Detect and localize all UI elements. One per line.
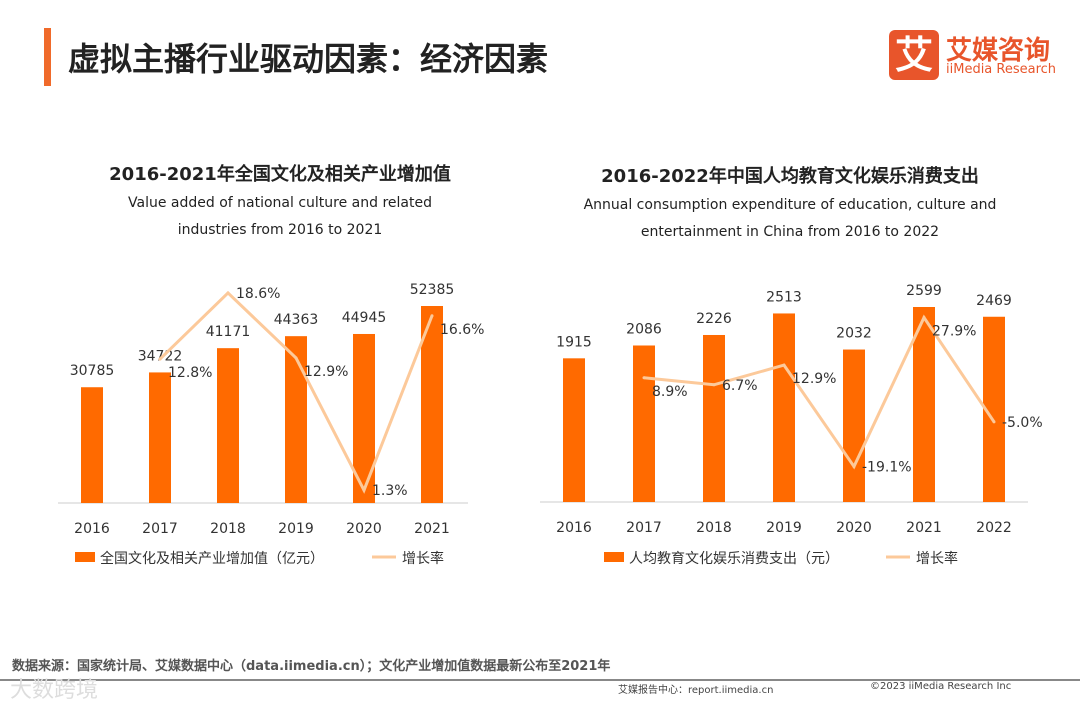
chart2-subtitle-line2: entertainment in China from 2016 to 2022: [640, 224, 940, 240]
x-tick-label: 2020: [836, 520, 872, 536]
bar-value-label: 34722: [138, 348, 183, 364]
legend-line-label: 增长率: [402, 550, 444, 567]
growth-rate-point: [158, 357, 162, 361]
bar: [633, 345, 655, 502]
growth-rate-label: -5.0%: [1002, 415, 1043, 431]
x-tick-label: 2017: [142, 521, 178, 537]
growth-rate-point: [852, 465, 856, 469]
logo-text-cn: 艾媒咨询: [946, 36, 1051, 66]
x-tick-label: 2019: [766, 520, 802, 536]
bar: [81, 387, 103, 503]
bar-value-label: 2226: [696, 311, 732, 327]
growth-rate-point: [430, 314, 434, 318]
chart1-subtitle: Value added of national culture and rela…: [60, 190, 500, 244]
growth-rate-label: 6.7%: [722, 378, 758, 394]
legend-bar-label: 人均教育文化娱乐消费支出（元）: [629, 551, 839, 567]
bar: [353, 333, 375, 503]
legend-line-label: 增长率: [916, 550, 958, 567]
copyright: ©2023 iiMedia Research Inc: [870, 681, 1012, 692]
growth-rate-point: [712, 383, 716, 387]
legend-bar-label: 全国文化及相关产业增加值（亿元）: [100, 550, 324, 567]
bar: [983, 316, 1005, 502]
x-tick-label: 2022: [976, 520, 1012, 536]
growth-rate-point: [992, 420, 996, 424]
bar: [217, 348, 239, 503]
growth-rate-point: [294, 356, 298, 360]
growth-rate-point: [922, 316, 926, 320]
logo-icon: 艾: [889, 30, 939, 80]
bar: [421, 306, 443, 503]
bar-value-label: 2599: [906, 283, 942, 299]
growth-rate-line: [643, 314, 996, 470]
bar: [773, 313, 795, 502]
bar-value-label: 1915: [556, 334, 592, 350]
chart1-subtitle-line1: Value added of national culture and rela…: [128, 195, 432, 211]
bar-value-label: 2086: [626, 321, 662, 337]
chart1-subtitle-line2: industries from 2016 to 2021: [177, 222, 383, 238]
bar: [149, 372, 171, 503]
legend-bar-swatch: [604, 552, 624, 562]
legend-bar-swatch: [75, 552, 95, 562]
bar: [563, 358, 585, 502]
bar: [843, 349, 865, 502]
bar-value-label: 44363: [274, 312, 319, 328]
growth-rate-point: [226, 291, 230, 295]
title-accent-bar: [44, 28, 51, 86]
x-tick-label: 2018: [210, 521, 246, 537]
x-tick-label: 2016: [74, 521, 110, 537]
growth-rate-label: 12.9%: [304, 364, 348, 380]
x-tick-label: 2016: [556, 520, 592, 536]
x-tick-label: 2020: [346, 521, 382, 537]
chart1-title: 2016-2021年全国文化及相关产业增加值: [109, 164, 451, 185]
chart2-title: 2016-2022年中国人均教育文化娱乐消费支出: [601, 166, 979, 187]
bar: [913, 307, 935, 502]
growth-rate-label: 12.8%: [168, 365, 212, 381]
growth-rate-label: 1.3%: [372, 483, 408, 499]
growth-rate-label: 18.6%: [236, 286, 280, 302]
bar-value-label: 44945: [342, 310, 387, 326]
x-tick-label: 2021: [906, 520, 942, 536]
bar-value-label: 2513: [766, 289, 802, 305]
growth-rate-point: [642, 376, 646, 380]
page-title: 虚拟主播行业驱动因素：经济因素: [68, 40, 549, 78]
watermark: 大数跨境: [10, 678, 99, 703]
bar-value-label: 2032: [836, 326, 872, 342]
growth-rate-label: 8.9%: [652, 384, 688, 400]
x-tick-label: 2018: [696, 520, 732, 536]
bar: [703, 334, 725, 502]
growth-rate-label: 12.9%: [792, 371, 836, 387]
report-center-link[interactable]: 艾媒报告中心：report.iimedia.cn: [618, 685, 774, 696]
bar-value-label: 2469: [976, 293, 1012, 309]
growth-rate-label: 16.6%: [440, 322, 484, 338]
bar: [285, 336, 307, 503]
x-tick-label: 2019: [278, 521, 314, 537]
logo-text-en: iiMedia Research: [946, 62, 1057, 77]
x-tick-label: 2017: [626, 520, 662, 536]
growth-rate-label: -19.1%: [862, 460, 912, 476]
x-tick-label: 2021: [414, 521, 450, 537]
growth-rate-point: [782, 363, 786, 367]
bar-value-label: 30785: [70, 363, 115, 379]
footer-divider: [0, 679, 1080, 681]
chart2-subtitle-line1: Annual consumption expenditure of educat…: [583, 197, 997, 213]
source-note: 数据来源：国家统计局、艾媒数据中心（data.iimedia.cn）；文化产业增…: [12, 659, 611, 674]
growth-rate-label: 27.9%: [932, 324, 976, 340]
chart2-subtitle: Annual consumption expenditure of educat…: [530, 192, 1050, 246]
bar-value-label: 41171: [206, 324, 251, 340]
bar-value-label: 52385: [410, 282, 455, 298]
growth-rate-point: [362, 488, 366, 492]
